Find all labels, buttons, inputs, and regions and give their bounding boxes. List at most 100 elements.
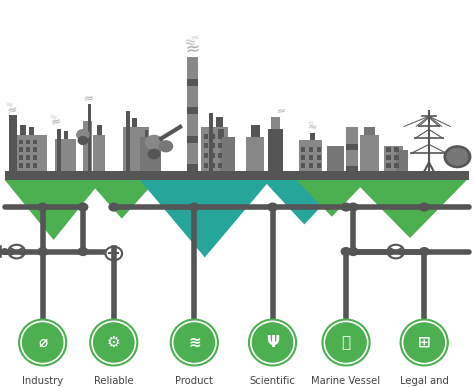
Bar — [33, 147, 37, 152]
Bar — [218, 163, 222, 168]
Bar — [299, 140, 322, 171]
Circle shape — [38, 248, 47, 255]
Bar — [55, 139, 76, 171]
Text: ≈: ≈ — [306, 117, 314, 127]
Bar — [218, 134, 222, 139]
Text: ≈: ≈ — [189, 32, 201, 44]
Bar — [216, 117, 223, 127]
Text: ≈: ≈ — [5, 99, 14, 111]
Bar — [187, 107, 198, 114]
Text: ⊞: ⊞ — [418, 335, 430, 350]
Bar — [218, 129, 224, 137]
Bar — [26, 155, 30, 160]
Text: Product
Quality: Product Quality — [175, 376, 213, 387]
Polygon shape — [263, 180, 346, 224]
Circle shape — [109, 203, 118, 211]
Circle shape — [419, 248, 429, 255]
Circle shape — [348, 203, 358, 211]
Bar — [396, 150, 408, 171]
Bar — [57, 129, 61, 171]
Text: ⛵: ⛵ — [341, 335, 351, 350]
Text: Legal and
Ethical: Legal and Ethical — [400, 376, 449, 387]
Bar — [20, 125, 26, 135]
Bar — [394, 163, 399, 168]
Bar — [145, 130, 148, 137]
Circle shape — [348, 248, 358, 255]
Circle shape — [148, 149, 160, 159]
Bar — [132, 118, 137, 127]
Bar — [360, 135, 379, 171]
Circle shape — [38, 203, 47, 211]
Bar — [204, 134, 208, 139]
Circle shape — [159, 141, 173, 152]
Text: ⌀: ⌀ — [38, 335, 47, 350]
Bar — [204, 153, 208, 158]
Bar — [386, 155, 391, 160]
Ellipse shape — [89, 319, 138, 366]
Circle shape — [447, 148, 468, 165]
Text: ≈: ≈ — [48, 111, 59, 123]
Circle shape — [341, 248, 351, 255]
Circle shape — [109, 248, 118, 255]
Bar — [187, 136, 198, 143]
Circle shape — [146, 135, 163, 149]
Bar — [33, 163, 37, 168]
Bar — [187, 57, 198, 171]
Text: Industry
Know-how: Industry Know-how — [17, 376, 68, 387]
Bar — [211, 163, 215, 168]
Bar — [394, 147, 399, 152]
Bar — [123, 127, 149, 171]
Bar — [19, 163, 23, 168]
Bar — [126, 111, 130, 171]
Polygon shape — [140, 180, 270, 257]
Circle shape — [268, 203, 277, 211]
Bar — [220, 137, 235, 171]
Circle shape — [190, 203, 199, 211]
Bar — [211, 143, 215, 148]
Circle shape — [341, 203, 351, 211]
Bar — [93, 135, 105, 171]
Text: Scientific
Support: Scientific Support — [250, 376, 295, 387]
Text: ≈: ≈ — [308, 122, 318, 133]
Bar — [384, 146, 403, 171]
Circle shape — [77, 130, 89, 140]
Polygon shape — [88, 180, 156, 219]
Bar — [317, 163, 321, 168]
Bar — [187, 79, 198, 86]
Bar — [19, 147, 23, 152]
Bar — [309, 147, 313, 152]
Bar — [33, 155, 37, 160]
Bar — [83, 121, 92, 171]
Bar — [218, 143, 222, 148]
Bar — [301, 163, 305, 168]
Polygon shape — [296, 180, 367, 217]
Text: ≈: ≈ — [183, 35, 197, 51]
Bar — [301, 147, 305, 152]
Bar — [346, 127, 358, 171]
Bar — [317, 155, 321, 160]
Bar — [29, 127, 34, 135]
Text: ≈: ≈ — [49, 114, 63, 130]
Circle shape — [78, 248, 88, 255]
Bar — [327, 146, 344, 171]
Bar — [309, 163, 313, 168]
Bar — [26, 163, 30, 168]
Bar — [209, 113, 213, 171]
Bar — [386, 163, 391, 168]
Text: ≈: ≈ — [82, 91, 94, 106]
Bar — [140, 137, 161, 171]
Circle shape — [387, 245, 404, 259]
Bar — [317, 147, 321, 152]
Bar — [246, 137, 264, 171]
Ellipse shape — [248, 319, 297, 366]
Text: ⚙: ⚙ — [107, 335, 120, 350]
Bar — [346, 166, 358, 171]
Bar — [301, 155, 305, 160]
Bar — [346, 144, 358, 150]
Text: ≈: ≈ — [184, 40, 201, 59]
Bar — [88, 104, 91, 171]
Ellipse shape — [170, 319, 219, 366]
Text: Marine Vessel
Security: Marine Vessel Security — [311, 376, 381, 387]
Bar — [218, 153, 222, 158]
Circle shape — [444, 146, 471, 168]
